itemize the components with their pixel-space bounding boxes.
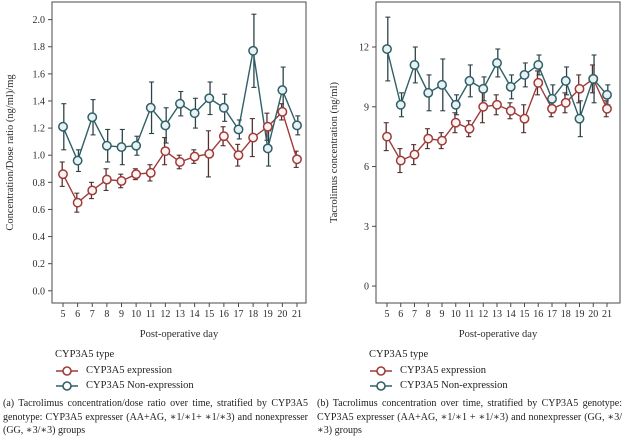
svg-text:5: 5 — [385, 309, 390, 320]
svg-text:0.6: 0.6 — [33, 205, 46, 216]
caption-b: (b) Tacrolimus concentration over time, … — [317, 398, 622, 436]
legend-a: CYP3A5 type CYP3A5 expression CYP3A5 Non-… — [55, 349, 194, 393]
svg-text:15: 15 — [520, 309, 530, 320]
svg-text:0.0: 0.0 — [33, 286, 46, 297]
svg-text:21: 21 — [602, 309, 612, 320]
svg-text:10: 10 — [131, 309, 141, 320]
svg-text:1.0: 1.0 — [33, 151, 46, 162]
svg-text:6: 6 — [364, 162, 369, 173]
svg-text:6: 6 — [398, 309, 403, 320]
svg-text:12: 12 — [359, 43, 369, 54]
svg-text:16: 16 — [533, 309, 543, 320]
svg-text:12: 12 — [478, 309, 488, 320]
legend-label: CYP3A5 Non-expression — [86, 380, 194, 391]
svg-text:17: 17 — [234, 309, 244, 320]
svg-text:1.2: 1.2 — [33, 124, 46, 135]
svg-text:17: 17 — [547, 309, 557, 320]
svg-text:9: 9 — [119, 309, 124, 320]
svg-text:1.6: 1.6 — [33, 69, 46, 80]
svg-text:Concentration/Dose ratio (ng/m: Concentration/Dose ratio (ng/ml)/mg — [5, 74, 16, 231]
legend-title: CYP3A5 type — [55, 349, 115, 360]
svg-text:10: 10 — [451, 309, 461, 320]
svg-text:Post-operative day: Post-operative day — [140, 329, 219, 340]
svg-text:14: 14 — [506, 309, 516, 320]
svg-text:5: 5 — [61, 309, 66, 320]
svg-text:14: 14 — [190, 309, 200, 320]
svg-text:0: 0 — [364, 282, 369, 293]
legend-b: CYP3A5 type CYP3A5 expression CYP3A5 Non-… — [369, 349, 508, 393]
svg-text:1.4: 1.4 — [33, 96, 46, 107]
svg-text:15: 15 — [204, 309, 214, 320]
svg-text:18: 18 — [561, 309, 571, 320]
svg-text:12: 12 — [160, 309, 170, 320]
svg-text:19: 19 — [263, 309, 273, 320]
legend-item: CYP3A5 Non-expression — [369, 378, 508, 393]
svg-text:11: 11 — [465, 309, 475, 320]
svg-text:16: 16 — [219, 309, 229, 320]
svg-text:19: 19 — [575, 309, 585, 320]
legend-marker-icon — [56, 380, 78, 391]
svg-text:Tacrolimus concentration (ng/m: Tacrolimus concentration (ng/ml) — [329, 82, 340, 223]
svg-text:Post-operative day: Post-operative day — [459, 329, 538, 340]
panel-b: 0 3 6 9 12 5 6 7 8 9 10 11 12 13 14 15 16 17 18 19 20 21 Post-… — [314, 0, 628, 445]
svg-text:0.2: 0.2 — [33, 259, 46, 270]
svg-text:20: 20 — [588, 309, 598, 320]
svg-text:2.0: 2.0 — [33, 15, 46, 26]
svg-text:7: 7 — [90, 309, 95, 320]
svg-text:8: 8 — [426, 309, 431, 320]
svg-text:13: 13 — [175, 309, 185, 320]
svg-text:13: 13 — [492, 309, 502, 320]
svg-text:21: 21 — [292, 309, 302, 320]
legend-marker-icon — [370, 380, 392, 391]
svg-text:0.8: 0.8 — [33, 178, 46, 189]
svg-text:6: 6 — [75, 309, 80, 320]
legend-item: CYP3A5 expression — [369, 363, 508, 378]
svg-text:0.4: 0.4 — [33, 232, 46, 243]
legend-items: CYP3A5 expression CYP3A5 Non-expression — [369, 363, 508, 393]
svg-text:7: 7 — [412, 309, 417, 320]
svg-text:11: 11 — [146, 309, 156, 320]
legend-marker-icon — [370, 365, 392, 376]
legend-label: CYP3A5 Non-expression — [400, 380, 508, 391]
legend-title: CYP3A5 type — [369, 349, 429, 360]
svg-text:3: 3 — [364, 222, 369, 233]
legend-items: CYP3A5 expression CYP3A5 Non-expression — [55, 363, 194, 393]
legend-item: CYP3A5 expression — [55, 363, 194, 378]
svg-text:9: 9 — [440, 309, 445, 320]
legend-item: CYP3A5 Non-expression — [55, 378, 194, 393]
svg-text:9: 9 — [364, 102, 369, 113]
svg-text:20: 20 — [277, 309, 287, 320]
caption-a: (a) Tacrolimus concentration/dose ratio … — [3, 398, 308, 436]
legend-label: CYP3A5 expression — [86, 365, 173, 376]
chart-a: 0.0 0.2 0.4 0.6 0.8 1.0 1.2 1.4 1.6 1.8 2.0 5 6 7 8 9 10… — [5, 1, 307, 340]
svg-text:18: 18 — [248, 309, 258, 320]
legend-marker-icon — [56, 365, 78, 376]
svg-text:8: 8 — [104, 309, 109, 320]
svg-text:1.8: 1.8 — [33, 42, 46, 53]
legend-label: CYP3A5 expression — [400, 365, 487, 376]
panel-a: 0.0 0.2 0.4 0.6 0.8 1.0 1.2 1.4 1.6 1.8 2.0 5 6 7 8 9 10… — [3, 1, 308, 436]
